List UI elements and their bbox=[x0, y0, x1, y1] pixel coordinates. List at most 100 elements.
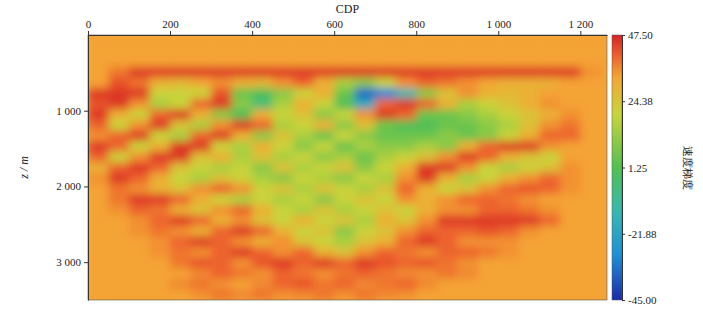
heat-cell bbox=[539, 289, 560, 300]
heat-cell bbox=[211, 173, 232, 184]
tick-mark bbox=[622, 300, 625, 301]
heat-cell bbox=[129, 120, 150, 131]
heat-cell bbox=[355, 162, 376, 173]
heat-cell bbox=[396, 77, 417, 88]
heat-cell bbox=[601, 46, 607, 57]
heat-cell bbox=[232, 120, 253, 131]
heat-cell bbox=[170, 279, 191, 290]
tick: 800 bbox=[408, 18, 425, 35]
heat-cell bbox=[498, 268, 519, 279]
tick: 0 bbox=[86, 18, 92, 35]
heat-cell bbox=[170, 258, 191, 269]
heat-cell bbox=[519, 162, 540, 173]
heat-cell bbox=[314, 279, 335, 290]
heat-cell bbox=[457, 109, 478, 120]
heat-cell bbox=[396, 247, 417, 258]
heat-cell bbox=[519, 88, 540, 99]
heat-cell bbox=[252, 258, 273, 269]
heat-cell bbox=[334, 289, 355, 300]
heat-cell bbox=[519, 99, 540, 110]
heat-cell bbox=[539, 120, 560, 131]
heat-cell bbox=[170, 205, 191, 216]
heat-cell bbox=[478, 120, 499, 131]
heat-cell bbox=[252, 226, 273, 237]
heat-cell bbox=[129, 99, 150, 110]
heat-cell bbox=[170, 67, 191, 78]
tick-label: 200 bbox=[162, 18, 179, 30]
heat-cell bbox=[191, 141, 212, 152]
heat-cell bbox=[88, 268, 109, 279]
heat-cell bbox=[375, 109, 396, 120]
heat-cell bbox=[580, 56, 601, 67]
heat-cell bbox=[109, 109, 130, 120]
axis-line bbox=[88, 36, 89, 301]
tick: -21.88 bbox=[622, 228, 657, 240]
heat-cell bbox=[498, 289, 519, 300]
heat-cell bbox=[355, 289, 376, 300]
heat-cell bbox=[109, 194, 130, 205]
heat-cell bbox=[457, 67, 478, 78]
tick-mark bbox=[84, 186, 88, 187]
heat-cell bbox=[314, 130, 335, 141]
heat-cell bbox=[519, 289, 540, 300]
heat-cell bbox=[334, 77, 355, 88]
heat-cell bbox=[314, 215, 335, 226]
heat-cell bbox=[478, 152, 499, 163]
heat-cell bbox=[375, 258, 396, 269]
heat-cell bbox=[437, 46, 458, 57]
heat-cell bbox=[580, 268, 601, 279]
heat-cell bbox=[129, 173, 150, 184]
heat-cell bbox=[273, 35, 294, 46]
heat-cell bbox=[252, 109, 273, 120]
heat-cell bbox=[232, 236, 253, 247]
heat-cell bbox=[396, 99, 417, 110]
heat-cell bbox=[273, 130, 294, 141]
heat-cell bbox=[375, 215, 396, 226]
heat-cell bbox=[314, 162, 335, 173]
heat-cell bbox=[314, 226, 335, 237]
heat-cell bbox=[129, 215, 150, 226]
heat-cell bbox=[129, 67, 150, 78]
heat-cell bbox=[580, 152, 601, 163]
tick-label: 1 000 bbox=[486, 18, 511, 30]
heat-cell bbox=[232, 35, 253, 46]
heat-cell bbox=[150, 56, 171, 67]
heat-cell bbox=[109, 268, 130, 279]
heat-cell bbox=[560, 99, 581, 110]
heat-cell bbox=[314, 120, 335, 131]
heat-cell bbox=[191, 183, 212, 194]
heat-cell bbox=[519, 173, 540, 184]
heat-cell bbox=[334, 268, 355, 279]
heat-cell bbox=[88, 173, 109, 184]
heat-cell bbox=[539, 226, 560, 237]
heat-cell bbox=[375, 130, 396, 141]
tick-label: 1 200 bbox=[568, 18, 593, 30]
heat-cell bbox=[88, 289, 109, 300]
heat-cell bbox=[150, 268, 171, 279]
heat-cell bbox=[396, 46, 417, 57]
heat-cell bbox=[232, 56, 253, 67]
heat-cell bbox=[437, 109, 458, 120]
heat-cell bbox=[109, 56, 130, 67]
heat-cell bbox=[129, 236, 150, 247]
tick-mark bbox=[84, 111, 88, 112]
heat-cell bbox=[355, 67, 376, 78]
heat-cell bbox=[478, 173, 499, 184]
heat-cell bbox=[539, 67, 560, 78]
heat-cell bbox=[191, 247, 212, 258]
heat-cell bbox=[601, 205, 607, 216]
heat-cell bbox=[437, 56, 458, 67]
heat-cell bbox=[293, 152, 314, 163]
heat-cell bbox=[375, 35, 396, 46]
heat-cell bbox=[293, 109, 314, 120]
tick-mark bbox=[334, 31, 335, 35]
heat-cell bbox=[498, 183, 519, 194]
heat-cell bbox=[252, 120, 273, 131]
heat-cell bbox=[293, 173, 314, 184]
heat-cell bbox=[498, 141, 519, 152]
heat-cell bbox=[293, 35, 314, 46]
heat-cell bbox=[191, 194, 212, 205]
heat-cell bbox=[396, 279, 417, 290]
heat-cell bbox=[150, 162, 171, 173]
heat-cell bbox=[170, 183, 191, 194]
